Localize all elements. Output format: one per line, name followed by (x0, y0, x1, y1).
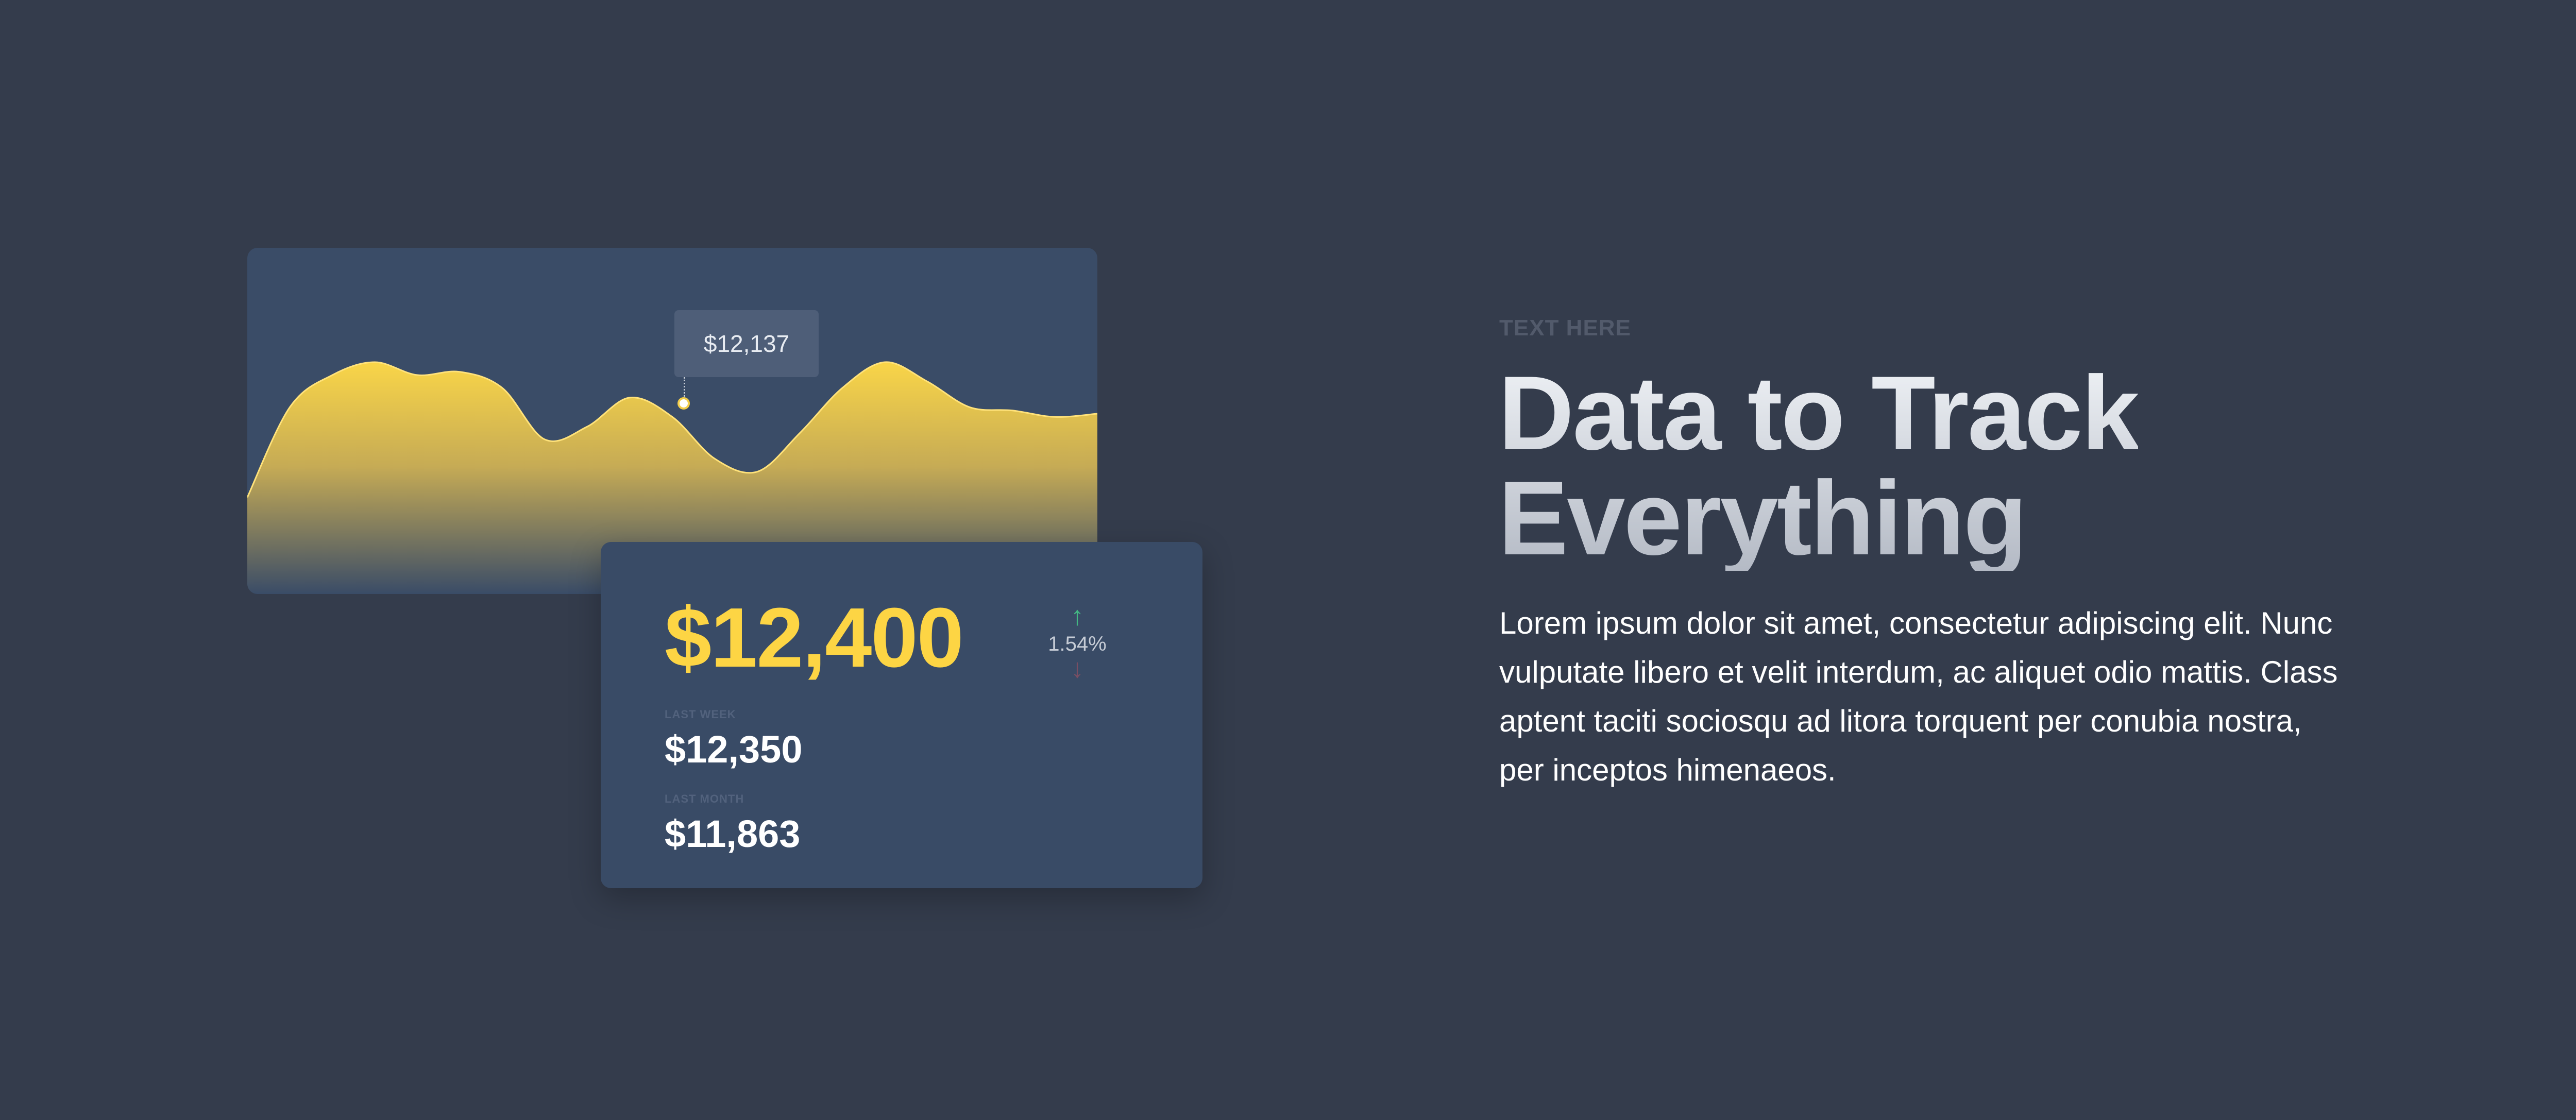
stats-card: $12,400 ↑ 1.54% ↓ LAST WEEK $12,350 LAST… (601, 542, 1202, 888)
tooltip-connector (684, 377, 685, 403)
headline-line-2: Everything (1498, 460, 2026, 577)
area-series-line (247, 361, 1097, 498)
last-week-label: LAST WEEK (665, 708, 736, 721)
trend-indicator: ↑ 1.54% ↓ (1044, 603, 1111, 685)
current-value: $12,400 (665, 590, 964, 685)
arrow-up-icon: ↑ (1071, 601, 1084, 631)
headline-line-1: Data to Track (1498, 354, 2139, 472)
area-chart-card (247, 248, 1097, 594)
last-week-value: $12,350 (665, 728, 803, 771)
page-title: Data to Track Everything (1498, 361, 2138, 571)
chart-tooltip: $12,137 (674, 310, 819, 377)
eyebrow-text: TEXT HERE (1499, 315, 1631, 341)
change-percent: 1.54% (1048, 633, 1107, 655)
arrow-down-icon: ↓ (1071, 654, 1084, 684)
last-month-label: LAST MONTH (665, 792, 744, 805)
area-series-fill (247, 362, 1097, 594)
last-month-value: $11,863 (665, 812, 801, 855)
highlight-point[interactable] (677, 397, 690, 410)
body-paragraph: Lorem ipsum dolor sit amet, consectetur … (1499, 606, 2338, 787)
tooltip-value: $12,137 (703, 330, 790, 357)
area-chart (247, 361, 1097, 594)
